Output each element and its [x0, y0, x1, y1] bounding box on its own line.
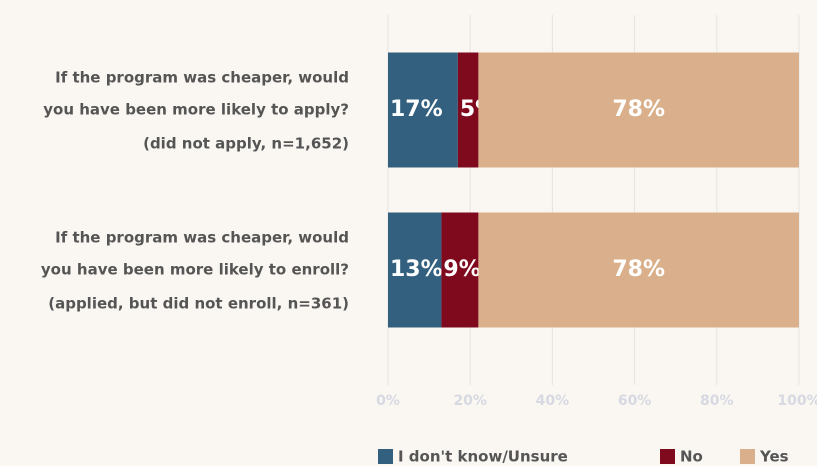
category-label: you have been more likely to enroll? [41, 261, 349, 279]
x-tick-label: 100% [777, 393, 817, 409]
category-label: (applied, but did not enroll, n=361) [48, 295, 349, 313]
x-tick-label: 0% [376, 393, 400, 409]
legend-label: Yes [759, 448, 789, 466]
legend-swatch [660, 449, 675, 464]
x-tick-label: 40% [536, 393, 570, 409]
legend-label: I don't know/Unsure [398, 448, 568, 466]
value-label: 9% [443, 257, 480, 282]
legend-swatch [740, 449, 755, 464]
bar-segment [478, 212, 799, 328]
value-label: 17% [390, 97, 443, 122]
category-label: you have been more likely to apply? [43, 101, 349, 119]
value-label: 78% [612, 97, 665, 122]
bar-segment [457, 52, 479, 168]
legend-swatch [378, 449, 393, 464]
category-label: (did not apply, n=1,652) [143, 135, 349, 153]
value-label: 13% [390, 257, 443, 282]
value-label: 78% [612, 257, 665, 282]
x-tick-label: 20% [453, 393, 487, 409]
category-label: If the program was cheaper, would [55, 229, 349, 247]
bar-segment [478, 52, 799, 168]
x-tick-label: 80% [700, 393, 734, 409]
bar-segment [388, 212, 442, 328]
bar-segment [388, 52, 458, 168]
legend-label: No [680, 448, 703, 466]
bar-segment [441, 212, 479, 328]
category-label: If the program was cheaper, would [55, 69, 349, 87]
x-tick-label: 60% [618, 393, 652, 409]
